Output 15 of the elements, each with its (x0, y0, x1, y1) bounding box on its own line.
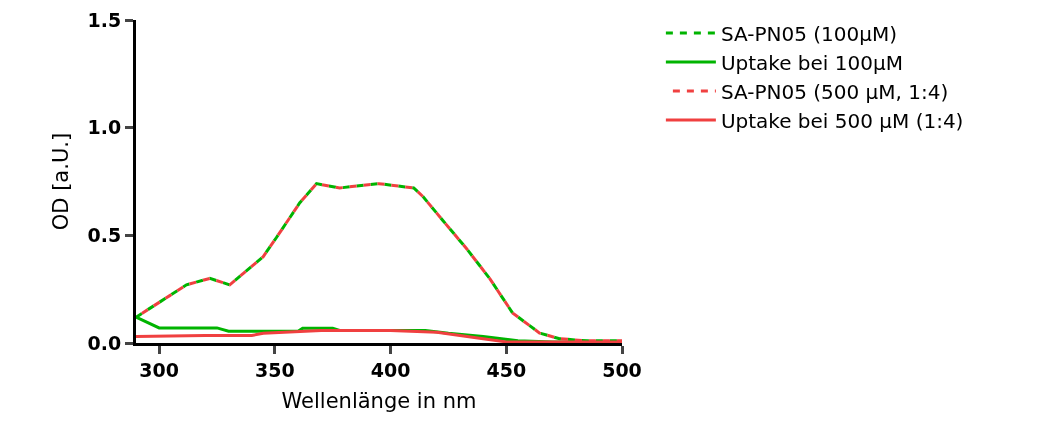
legend-label: Uptake bei 100µM (720, 50, 903, 75)
x-tick-label: 400 (370, 358, 411, 381)
y-axis-title: OD [a.U.] (48, 132, 73, 231)
y-tick-label: 0.5 (87, 223, 122, 246)
x-tick-label: 500 (602, 358, 642, 381)
x-axis-title: Wellenlänge in nm (281, 389, 477, 413)
legend-label: SA-PN05 (500 µM, 1:4) (720, 79, 949, 104)
x-tick-label: 350 (255, 358, 295, 381)
x-tick-label: 300 (139, 358, 179, 381)
y-tick-label: 1.0 (87, 116, 122, 139)
y-tick-label: 0.0 (87, 331, 122, 354)
y-tick-label: 1.5 (87, 8, 122, 31)
legend-label: Uptake bei 500 µM (1:4) (720, 108, 964, 133)
legend-label: SA-PN05 (100µM) (720, 21, 898, 46)
x-tick-label: 450 (486, 358, 527, 381)
